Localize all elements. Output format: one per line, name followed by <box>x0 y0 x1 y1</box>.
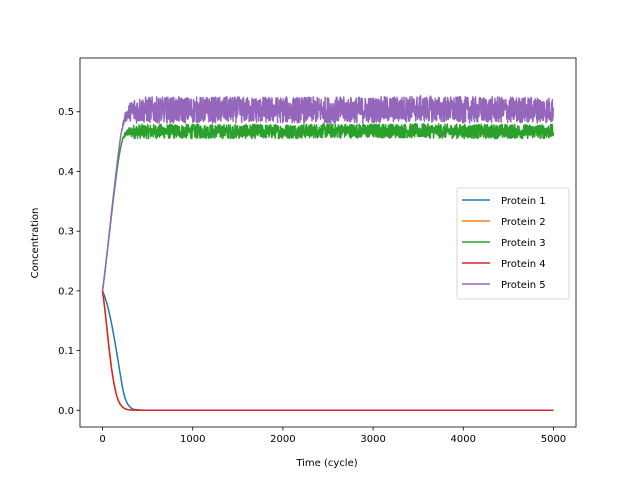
y-axis-label: Concentration <box>30 208 41 279</box>
y-tick-label: 0.4 <box>58 167 74 178</box>
legend-label-2: Protein 2 <box>501 217 546 228</box>
legend: Protein 1 Protein 2 Protein 3 Protein 4 Prot… <box>456 187 570 300</box>
series-line-5 <box>101 95 555 291</box>
x-tick-label: 4000 <box>451 434 476 445</box>
axes: 0 1000 2000 3000 4000 5000 0.0 0.1 0.2 0.3 0.4 0.5 <box>58 57 577 445</box>
x-axis-label: Time (cycle) <box>295 458 357 469</box>
y-tick-label: 0.5 <box>58 107 74 118</box>
y-tick-label: 0.3 <box>58 227 74 238</box>
y-tick-label: 0.1 <box>58 346 74 357</box>
legend-label-5: Protein 5 <box>501 280 546 291</box>
legend-label-3: Protein 3 <box>501 238 546 249</box>
x-tick-label: 5000 <box>541 434 566 445</box>
series-line-4 <box>101 290 554 412</box>
y-tick-label: 0.0 <box>58 406 74 417</box>
x-tick-label: 1000 <box>180 434 205 445</box>
legend-label-1: Protein 1 <box>501 196 546 207</box>
legend-box <box>456 187 570 300</box>
x-tick-label: 0 <box>99 434 105 445</box>
axes-frame <box>79 57 577 428</box>
x-tick-label: 2000 <box>270 434 295 445</box>
plot-area <box>101 95 555 412</box>
x-tick-label: 3000 <box>360 434 385 445</box>
y-tick-label: 0.2 <box>58 286 74 297</box>
series-line-3 <box>101 122 555 291</box>
legend-label-4: Protein 4 <box>501 259 546 270</box>
